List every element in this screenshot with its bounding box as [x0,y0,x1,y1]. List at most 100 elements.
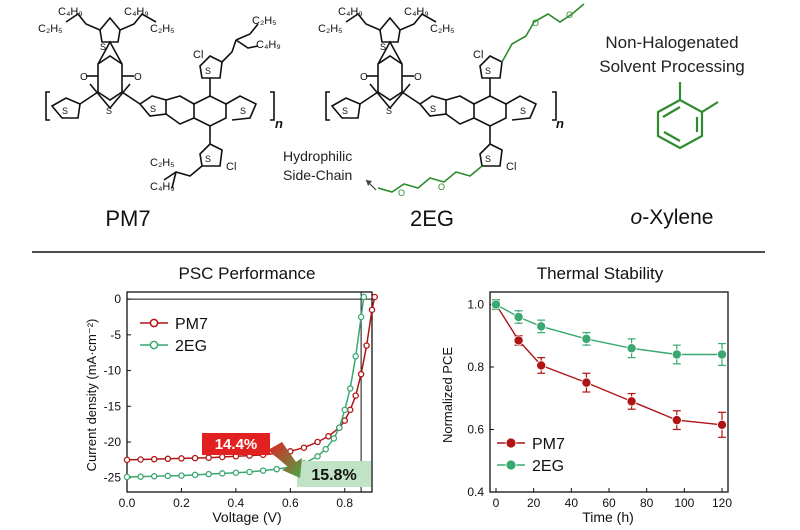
pce-badge-2eg [297,461,371,487]
thermal-xtick-label: 40 [565,496,579,510]
jv-ytick-label: -15 [104,399,122,413]
jv-ylabel: Current density (mA·cm⁻²) [84,319,99,472]
svg-text:O: O [80,72,88,83]
jv-point-2eg [273,465,280,473]
svg-text:O: O [134,72,142,83]
jv-ytick-label: 0 [114,292,121,306]
side-chain-line1: Hydrophilic [283,148,352,164]
jv-xlabel: Voltage (V) [212,509,281,525]
thermal-ytick-label: 0.4 [467,485,484,499]
thermal-xtick-label: 120 [712,496,732,510]
pm7-c4h9-b: C₄H₉ [124,6,149,18]
jv-point-2eg [352,353,359,360]
jv-point-2eg [137,473,144,480]
eg2-c4h9-b: C₄H₉ [404,6,429,18]
thermal-point-2eg [581,333,592,344]
pm7-labels: C₄H₉ C₂H₅ C₄H₉ C₂H₅ C₂H₅ C₄H₉ C₂H₅ C₄H₉ … [38,6,283,193]
jv-point-pm7 [137,456,144,463]
xylene-ring-icon [656,82,719,150]
thermal-xtick-label: 80 [640,496,654,510]
jv-legend-marker [149,340,159,350]
jv-xtick-label: 0.0 [119,496,136,510]
pce-improvement-arrow [268,442,302,478]
svg-text:O: O [438,182,445,192]
svg-text:O: O [532,18,539,28]
jv-point-pm7 [352,392,359,399]
thermal-ytick-label: 0.8 [467,360,484,374]
svg-text:S: S [205,154,211,164]
svg-text:S: S [430,104,436,114]
side-chain-annotation: Hydrophilic Side-Chain [283,148,377,191]
pm7-c4h9-d: C₄H₉ [150,181,175,193]
svg-text:S: S [150,104,156,114]
svg-text:S: S [342,106,348,116]
pm7-cl-bottom: Cl [226,161,236,173]
pm7-structure [45,12,275,189]
svg-text:S: S [380,42,386,52]
pm7-c4h9-c: C₄H₉ [256,39,281,51]
eg2-c4h9-a: C₄H₉ [338,6,363,18]
eg2-cl-bottom: Cl [506,161,516,173]
pm7-c2h5-c: C₂H₅ [252,15,277,27]
thermal-ytick-label: 0.6 [467,423,484,437]
jv-point-2eg [357,313,365,321]
jv-point-pm7 [368,306,376,314]
jv-legend-label: PM7 [175,316,208,333]
eg2-c2h5-b: C₂H₅ [430,23,455,35]
jv-point-pm7 [300,444,308,451]
thermal-point-2eg [513,311,524,322]
xylene-name: o-Xylene [631,206,714,229]
jv-point-pm7 [164,455,172,463]
thermal-point-2eg [626,343,637,354]
thermal-xtick-label: 0 [493,496,500,510]
jv-point-2eg [314,453,321,460]
jv-point-pm7 [357,370,365,378]
thermal-legend-marker [505,437,517,449]
eg2-labels: C₄H₉ C₂H₅ C₄H₉ C₂H₅ Cl Cl n S S S S S S S O… [318,6,573,198]
svg-text:S: S [485,154,491,164]
jv-ytick-label: -10 [104,364,122,378]
jv-ytick-label: -20 [104,435,122,449]
eg2-structure [325,12,557,167]
jv-point-pm7 [150,455,158,463]
svg-text:O: O [360,72,368,83]
thermal-point-2eg [536,321,547,332]
svg-text:S: S [205,66,211,76]
jv-point-pm7 [123,456,131,464]
thermal-point-pm7 [513,335,524,346]
jv-point-pm7 [363,342,370,349]
pce-value-pm7: 14.4% [215,436,258,453]
svg-text:S: S [100,42,106,52]
pce-value-2eg: 15.8% [311,467,356,484]
thermal-point-2eg [671,349,682,360]
jv-legend-marker [149,318,159,328]
thermal-xlabel: Time (h) [582,509,634,525]
jv-point-2eg [336,424,343,431]
svg-text:O: O [566,10,573,20]
eg2-name: 2EG [410,206,454,231]
jv-point-2eg [150,473,158,480]
jv-xtick-label: 0.6 [282,496,299,510]
thermal-xtick-label: 60 [602,496,616,510]
thermal-series-line-2eg [495,303,722,356]
thermal-point-pm7 [581,377,592,388]
jv-xtick-label: 0.4 [228,496,245,510]
svg-text:S: S [240,106,246,116]
thermal-xtick-label: 100 [674,496,694,510]
svg-text:S: S [520,106,526,116]
jv-plot-frame [126,291,373,493]
jv-legend-label: 2EG [175,338,207,355]
eg2-cl-top: Cl [473,49,483,61]
thermal-chart: Thermal Stability Normalized PCE Time (h… [440,264,732,525]
jv-point-2eg [178,472,185,479]
jv-point-2eg [346,385,354,392]
jv-point-pm7 [325,433,332,440]
svg-text:S: S [485,66,491,76]
jv-point-2eg [123,473,131,481]
jv-ytick-label: -5 [110,328,121,342]
jv-point-2eg [360,293,368,301]
svg-text:S: S [106,106,112,116]
jv-point-pm7 [371,293,378,301]
jv-xtick-label: 0.2 [173,496,190,510]
